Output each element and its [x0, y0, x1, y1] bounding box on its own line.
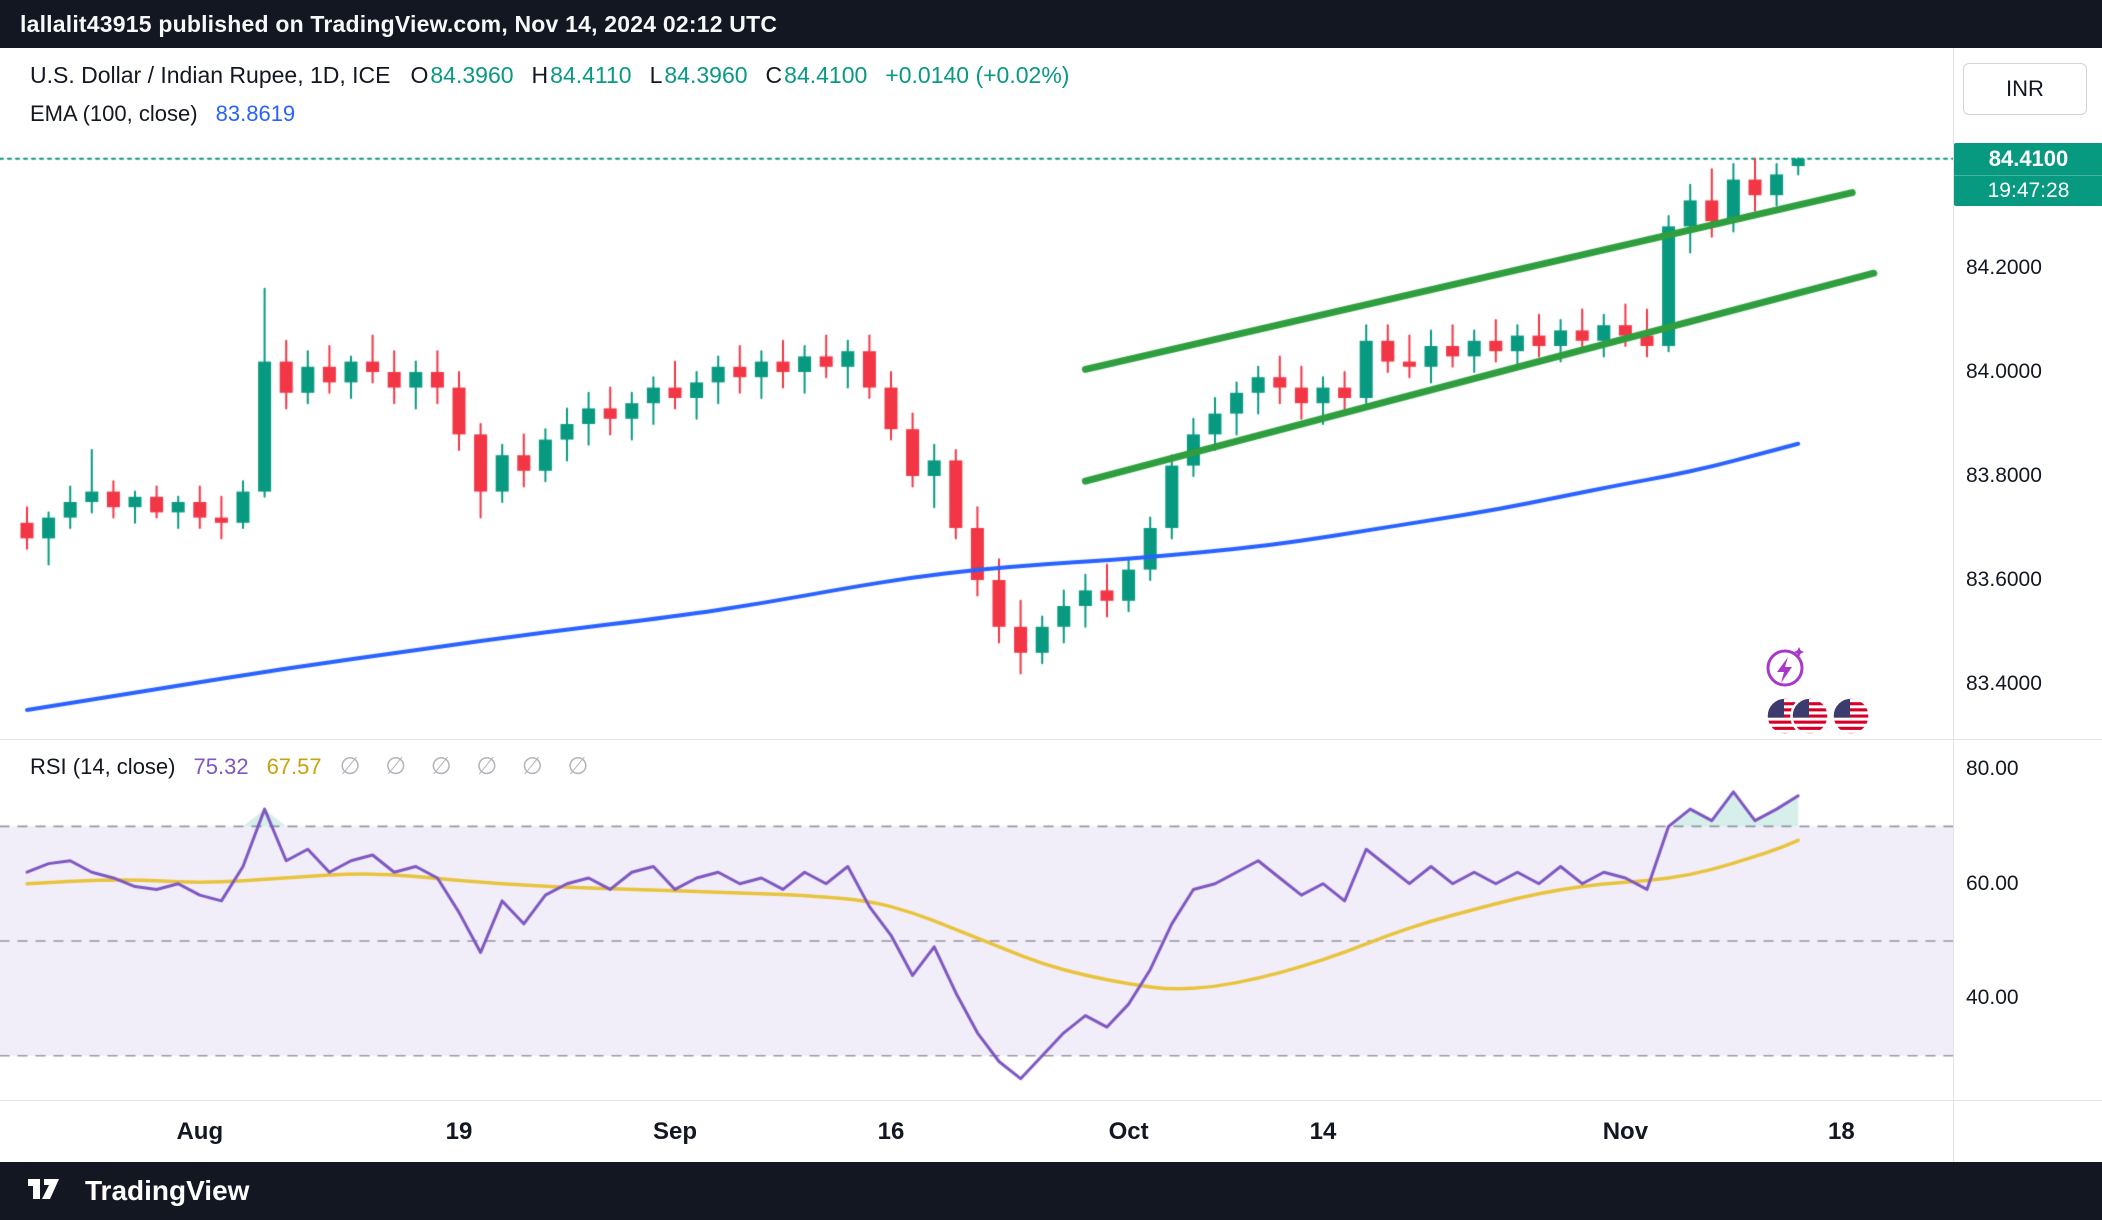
rsi-legend: RSI (14, close) 75.32 67.57 ∅ ∅ ∅ ∅ ∅ ∅: [30, 752, 597, 781]
time-axis-label-14: 14: [1309, 1118, 1337, 1145]
ema-label[interactable]: EMA (100, close): [30, 101, 198, 126]
time-axis-label-sep: Sep: [652, 1118, 698, 1145]
rsi-axis-label: 80.00: [1966, 757, 2019, 780]
ohlc-open: O84.3960: [411, 62, 514, 89]
low-label: L: [649, 62, 663, 88]
ohlc-close: C84.4100: [766, 62, 868, 89]
price-axis-label: 83.8000: [1966, 464, 2042, 487]
high-label: H: [531, 62, 549, 88]
price-axis-label: 84.2000: [1966, 256, 2042, 279]
currency-button[interactable]: INR: [1963, 63, 2087, 115]
axis-separator: [0, 1100, 2102, 1101]
rsi-axis-label: 60.00: [1966, 871, 2019, 895]
price-pane: U.S. Dollar / Indian Rupee, 1D, ICE O84.…: [0, 48, 1953, 740]
symbol-legend-row: U.S. Dollar / Indian Rupee, 1D, ICE O84.…: [30, 62, 1069, 89]
rsi-axis-label: 40.00: [1966, 986, 2019, 1010]
price-axis-label: 84.0000: [1966, 360, 2042, 383]
high-value: 84.4110: [550, 62, 632, 88]
open-value: 84.3960: [430, 62, 514, 88]
flash-sticker-icon: [1763, 644, 1807, 693]
symbol-legend: U.S. Dollar / Indian Rupee, 1D, ICE O84.…: [30, 62, 1069, 127]
rsi-empty-values: ∅ ∅ ∅ ∅ ∅ ∅: [339, 753, 598, 780]
last-price-badge: 84.4100 19:47:28: [1954, 143, 2102, 206]
rsi-label[interactable]: RSI (14, close): [30, 754, 176, 779]
publish-banner-text: lallalit43915 published on TradingView.c…: [20, 10, 778, 37]
time-axis-label-oct: Oct: [1108, 1118, 1149, 1145]
rsi-chart-canvas[interactable]: [0, 740, 1953, 1100]
last-price-value: 84.4100: [1988, 146, 2069, 171]
rsi-value: 75.32: [193, 754, 249, 779]
price-change: +0.0140 (+0.02%): [885, 62, 1070, 88]
us-flag-sticker-icon: [1831, 696, 1871, 741]
time-axis[interactable]: Aug 19 Sep 16 Oct 14 Nov 18: [0, 1101, 1953, 1162]
time-axis-label-18: 18: [1828, 1118, 1855, 1145]
ohlc-high: H84.4110: [532, 62, 632, 89]
tradingview-brand[interactable]: TradingView: [85, 1175, 250, 1206]
bar-countdown-timer: 19:47:28: [1954, 175, 2102, 206]
ema-legend: EMA (100, close) 83.8619: [30, 101, 1069, 127]
ohlc-values: O84.3960 H84.4110 L84.3960 C84.4100 +0.0…: [411, 62, 1070, 89]
rsi-pane: RSI (14, close) 75.32 67.57 ∅ ∅ ∅ ∅ ∅ ∅: [0, 740, 1953, 1100]
low-value: 84.3960: [664, 62, 748, 88]
tradingview-logo-icon[interactable]: [26, 1174, 70, 1209]
open-label: O: [410, 62, 429, 88]
time-axis-label-16: 16: [877, 1118, 905, 1145]
ema-value: 83.8619: [215, 101, 296, 126]
pane-separator[interactable]: [0, 739, 2102, 740]
rsi-ma-value: 67.57: [266, 754, 322, 779]
ohlc-low: L84.3960: [650, 62, 748, 89]
right-axis[interactable]: INR 84.4100 19:47:28 84.2000 84.0000 83.80…: [1953, 48, 2102, 1162]
close-label: C: [765, 62, 783, 88]
price-axis-label: 83.4000: [1966, 672, 2042, 695]
time-axis-label-nov: Nov: [1602, 1118, 1649, 1145]
price-axis-label: 83.6000: [1966, 568, 2042, 591]
publish-banner: lallalit43915 published on TradingView.c…: [0, 0, 2102, 48]
us-flag-sticker-icon: [1790, 696, 1830, 741]
symbol-title[interactable]: U.S. Dollar / Indian Rupee, 1D, ICE: [30, 62, 391, 88]
close-value: 84.4100: [784, 62, 868, 88]
tradingview-footer: TradingView: [0, 1162, 2102, 1220]
time-axis-label-aug: Aug: [176, 1118, 224, 1145]
price-chart-canvas[interactable]: [0, 48, 1953, 740]
time-axis-label-19: 19: [445, 1118, 473, 1145]
